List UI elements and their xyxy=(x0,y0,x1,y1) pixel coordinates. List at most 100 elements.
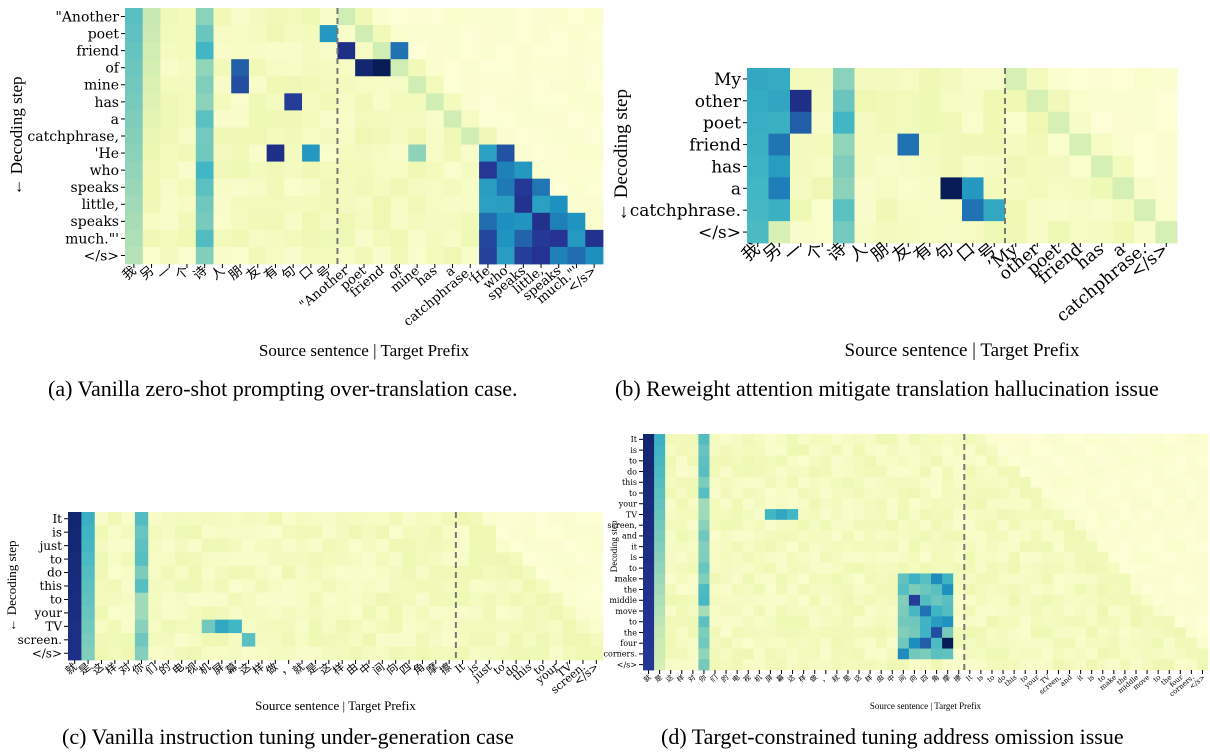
heatmap-cell xyxy=(864,648,877,660)
heatmap-cell xyxy=(698,552,710,564)
heatmap-cell xyxy=(753,509,766,521)
heatmap-cell xyxy=(348,606,363,621)
heatmap-cell xyxy=(919,133,941,156)
heatmap-cell xyxy=(160,246,179,265)
heatmap-cell xyxy=(248,246,268,265)
heatmap-cell xyxy=(1075,659,1087,671)
heatmap-cell xyxy=(1086,605,1098,617)
heatmap-cell xyxy=(496,212,515,231)
heatmap-cell xyxy=(833,68,855,91)
heatmap-cell xyxy=(1141,498,1154,510)
heatmap-cell xyxy=(255,646,270,661)
heatmap-cell xyxy=(986,434,998,446)
heatmap-cell xyxy=(442,646,457,661)
heatmap-cell xyxy=(864,541,877,553)
heatmap-cell xyxy=(775,455,788,467)
heatmap-cell xyxy=(676,627,688,639)
heatmap-cell xyxy=(479,161,498,180)
heatmap-cell xyxy=(337,144,356,162)
heatmap-cell xyxy=(302,178,321,197)
heatmap-a: "Anotherpoetfriendofminehasacatchphrase,… xyxy=(7,8,604,360)
heatmap-cell xyxy=(942,594,954,607)
heatmap-cell xyxy=(408,8,427,26)
heatmap-cell xyxy=(195,195,214,214)
heatmap-cell xyxy=(753,637,766,649)
heatmap-cell xyxy=(1119,605,1131,617)
heatmap-cell xyxy=(886,455,899,467)
heatmap-cell xyxy=(798,476,810,489)
heatmap-cell xyxy=(908,573,921,585)
heatmap-cell xyxy=(1008,648,1021,660)
heatmap-cell xyxy=(897,476,910,489)
heatmap-cell xyxy=(1141,594,1154,607)
heatmap-cell xyxy=(425,195,445,214)
heatmap-cell xyxy=(798,552,810,564)
heatmap-cell xyxy=(676,444,688,456)
heatmap-cell xyxy=(348,552,363,567)
heatmap-cell xyxy=(1108,627,1120,639)
heatmap-cell xyxy=(1163,562,1176,574)
heatmap-cell xyxy=(1174,659,1187,671)
heatmap-cell xyxy=(831,562,843,574)
heatmap-cell xyxy=(775,498,788,510)
heatmap-cell xyxy=(986,498,998,510)
x-tick-label: 我 xyxy=(120,264,140,284)
x-tick-label: 视 xyxy=(741,673,752,684)
heatmap-cell xyxy=(919,627,932,639)
heatmap-cell xyxy=(665,616,677,628)
heatmap-cell xyxy=(768,177,791,200)
heatmap-cell xyxy=(897,659,910,671)
heatmap-cell xyxy=(469,619,484,634)
heatmap-cell xyxy=(461,144,480,162)
heatmap-cell xyxy=(1185,648,1198,660)
heatmap-cell xyxy=(853,509,865,521)
heatmap-cell xyxy=(643,616,655,628)
heatmap-cell xyxy=(842,476,854,489)
heatmap-cell xyxy=(195,93,214,111)
heatmap-cell xyxy=(322,565,336,580)
heatmap-cell xyxy=(188,646,203,661)
heatmap-cell xyxy=(215,565,229,580)
heatmap-cell xyxy=(479,246,498,265)
heatmap-cell xyxy=(833,133,855,156)
heatmap-cell xyxy=(442,633,457,647)
heatmap-cell xyxy=(443,25,462,43)
heatmap-cell xyxy=(295,646,310,661)
heatmap-cell xyxy=(178,161,197,180)
heatmap-cell xyxy=(425,59,445,77)
heatmap-cell xyxy=(853,466,865,478)
heatmap-cell xyxy=(1019,648,1032,660)
heatmap-cell xyxy=(461,8,480,26)
heatmap-cell xyxy=(390,178,409,197)
heatmap-cell xyxy=(228,512,243,526)
heatmap-cell xyxy=(302,246,321,265)
heatmap-cell xyxy=(302,25,321,43)
heatmap-cell xyxy=(908,616,921,628)
heatmap-cell xyxy=(983,177,1006,200)
heatmap-cell xyxy=(1108,455,1120,467)
heatmap-cell xyxy=(698,519,710,531)
heatmap-cell xyxy=(282,619,296,634)
x-tick-label: 这 xyxy=(852,673,863,684)
heatmap-cell xyxy=(997,637,1009,649)
heatmap-cell xyxy=(443,144,462,162)
heatmap-cell xyxy=(698,476,710,489)
heatmap-cell xyxy=(787,637,799,649)
heatmap-cell xyxy=(284,178,303,197)
heatmap-cell xyxy=(125,246,144,265)
heatmap-cell xyxy=(1063,627,1076,639)
heatmap-cell xyxy=(764,616,777,628)
heatmap-cell xyxy=(1163,509,1176,521)
heatmap-b: Myotherpoetfriendhasacatchphrase.</s>我另一… xyxy=(611,68,1178,361)
heatmap-cell xyxy=(975,594,987,607)
heatmap-cell xyxy=(931,552,943,564)
heatmap-cell xyxy=(201,619,216,634)
heatmap-cell xyxy=(532,93,551,111)
heatmap-cell xyxy=(1130,627,1142,639)
heatmap-cell xyxy=(81,619,96,634)
heatmap-cell xyxy=(1196,434,1209,446)
heatmap-cell xyxy=(742,594,755,607)
heatmap-cell xyxy=(390,212,409,231)
heatmap-cell xyxy=(753,498,766,510)
heatmap-cell xyxy=(549,229,568,248)
